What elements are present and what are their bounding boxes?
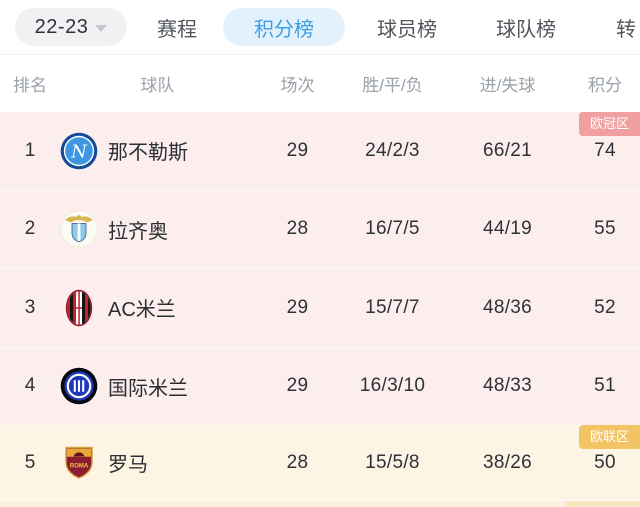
team-cell: ROMA 罗马 [60,444,255,482]
tab-bar: 22-23 赛程 积分榜 球员榜 球队榜 转 [0,0,640,55]
rank-cell: 5 [24,451,36,473]
table-row[interactable]: 2 拉齐奥 28 16/7/5 44/19 55 [0,189,640,269]
team-name: 国际米兰 [108,377,188,400]
matches-played-cell: 29 [286,375,309,397]
rank-cell: 2 [24,218,36,240]
goals-for-against-cell: 48/33 [482,375,533,397]
win-draw-loss-cell: 15/5/8 [365,451,420,473]
champions-league-zone: 欧冠区 1 N 那不勒斯 29 24/2/3 66/21 74 2 拉齐奥 28… [0,112,640,425]
season-selector[interactable]: 22-23 [15,8,127,46]
next-zone-badge-peek [565,501,640,507]
team-logo-napoli: N [60,132,98,170]
tab-1[interactable]: 积分榜 [223,8,345,46]
column-header-played: 场次 [280,76,315,95]
season-label: 22-23 [34,15,89,38]
matches-played-cell: 28 [286,218,309,240]
goals-for-against-cell: 66/21 [482,139,533,161]
goals-for-against-cell: 48/36 [482,296,533,318]
tab-3[interactable]: 球队榜 [496,18,556,41]
europa-zone-badge: 欧联区 [578,425,640,449]
team-cell: N 那不勒斯 [60,132,255,170]
table-row[interactable]: 4 国际米兰 29 16/3/10 48/33 51 [0,346,640,426]
team-logo-lazio [60,210,98,249]
points-cell: 51 [594,375,616,397]
points-cell: 55 [594,218,616,240]
team-cell: AC米兰 [60,289,255,327]
team-cell: 拉齐奥 [60,210,255,249]
rank-cell: 3 [24,296,36,318]
svg-text:ROMA: ROMA [70,463,89,469]
team-name: 罗马 [108,454,148,476]
team-name: AC米兰 [108,299,176,322]
team-cell: 国际米兰 [60,367,255,405]
table-row[interactable]: 3 AC米兰 29 15/7/7 48/36 52 [0,268,640,347]
points-cell: 52 [594,296,616,318]
team-logo-inter [60,367,98,405]
next-zone-peek [0,500,640,507]
tab-0[interactable]: 赛程 [157,18,197,41]
matches-played-cell: 29 [286,296,309,318]
goals-for-against-cell: 44/19 [482,218,533,240]
svg-text:N: N [70,141,88,162]
points-cell: 50 [594,451,616,473]
table-row[interactable]: 5 ROMA 罗马 28 15/5/8 38/26 50 [0,425,640,500]
team-name: 那不勒斯 [108,142,188,165]
win-draw-loss-cell: 15/7/7 [365,296,420,318]
column-header-rank: 排名 [13,76,47,95]
matches-played-cell: 29 [286,139,309,161]
table-header: 排名 球队 场次 胜/平/负 进/失球 积分 [0,55,640,112]
chevron-down-icon [95,24,108,32]
column-header-points: 积分 [588,76,622,95]
team-name: 拉齐奥 [108,220,168,243]
column-header-goals: 进/失球 [479,76,536,95]
team-logo-roma: ROMA [60,444,98,482]
column-header-wdl: 胜/平/负 [362,76,423,95]
europa-league-zone: 欧联区 5 ROMA 罗马 28 15/5/8 38/26 50 [0,425,640,500]
points-cell: 74 [594,139,616,161]
rank-cell: 4 [24,375,36,397]
matches-played-cell: 28 [286,451,309,473]
team-logo-acmilan [60,289,98,327]
win-draw-loss-cell: 16/7/5 [365,218,420,240]
win-draw-loss-cell: 16/3/10 [359,375,426,397]
champions-zone-badge: 欧冠区 [578,112,640,136]
goals-for-against-cell: 38/26 [482,451,533,473]
rank-cell: 1 [24,139,36,161]
win-draw-loss-cell: 24/2/3 [365,139,420,161]
tab-4[interactable]: 转 [616,18,636,41]
table-row[interactable]: 1 N 那不勒斯 29 24/2/3 66/21 74 [0,112,640,190]
column-header-team: 球队 [140,76,175,95]
tab-2[interactable]: 球员榜 [377,18,437,41]
